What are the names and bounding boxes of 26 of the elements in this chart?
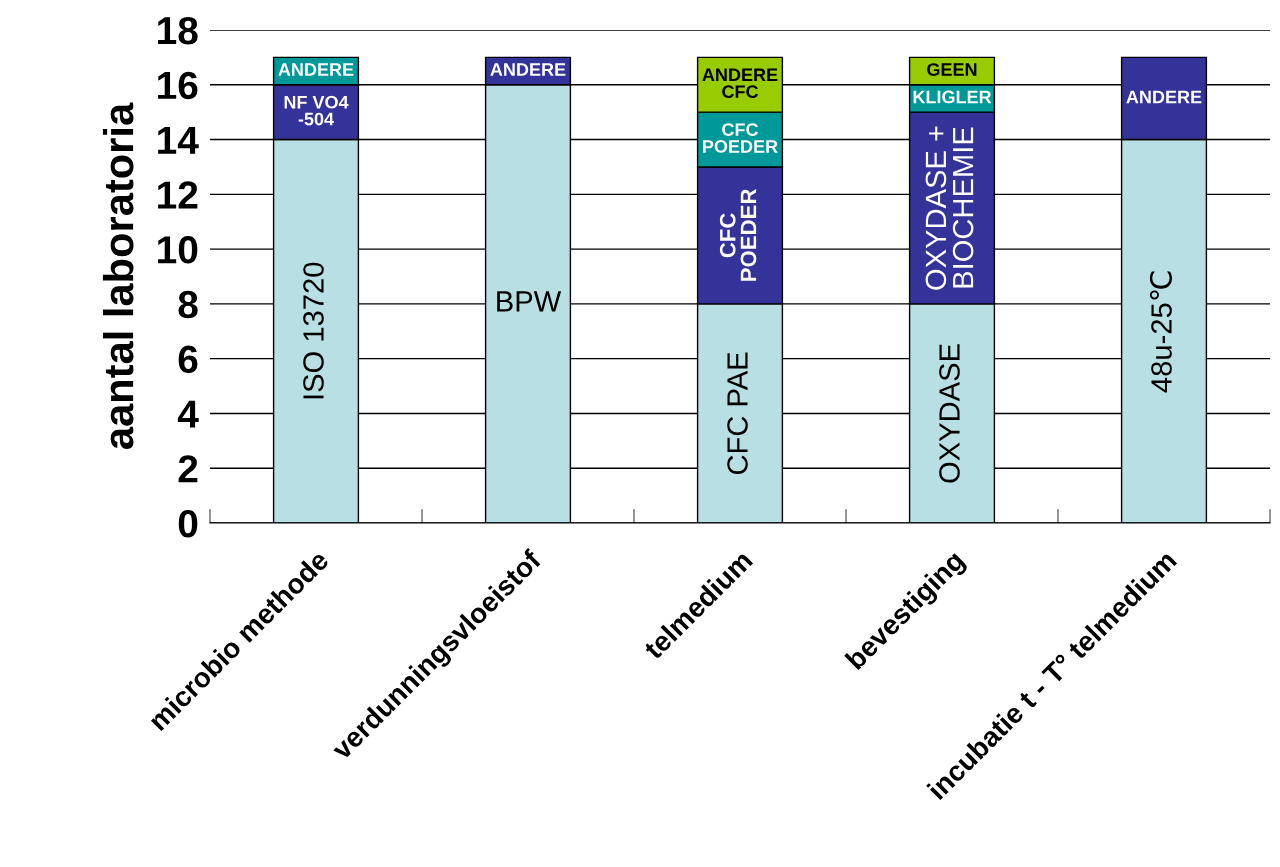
y-axis-title: aantal laboratoria [102,102,134,449]
y-tick-label: 6 [178,345,198,374]
series-label: 48u-25℃ [1149,271,1172,393]
series-label: CFC POEDER [719,188,757,281]
series-label: GEEN [927,63,977,76]
y-tick-label: 2 [178,455,198,483]
series-label: ANDERE [1126,90,1202,104]
series-label: BPW [497,291,562,312]
series-label: ANDERE [278,63,354,76]
y-tick-label: 10 [158,236,198,264]
series-label: OXYDASE + BIOCHEMIE [925,126,974,290]
y-tick-label: 0 [178,509,198,538]
series-label: CFC PAE [727,352,748,475]
series-label: NF VO4 -504 [284,95,349,126]
y-tick-label: 8 [178,290,198,319]
y-tick-label: 16 [158,71,198,100]
series-label: ISO 13720 [303,262,324,399]
y-tick-label: 14 [158,126,199,154]
y-tick-label: 18 [158,16,198,45]
y-tick-label: 12 [158,181,198,209]
series-label: OXYDASE [939,344,960,483]
series-label: CFC POEDER [703,123,778,153]
series-label: ANDERE [490,63,566,76]
series-label: ANDERE CFC [702,68,778,99]
series-label: KLIGLER [913,90,992,104]
y-tick-label: 4 [177,400,199,428]
